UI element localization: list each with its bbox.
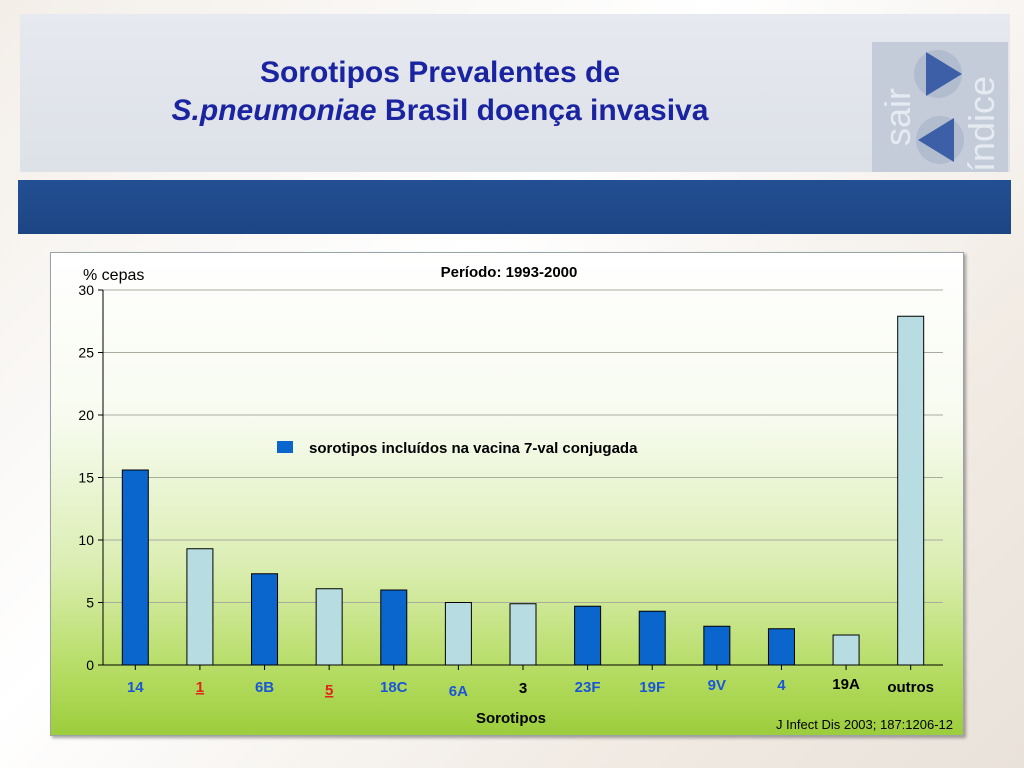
y-tick-label: 5 (86, 595, 94, 611)
chart-panel: Período: 1993-2000 % cepas Sorotipos J I… (50, 252, 964, 736)
bar-18C (380, 589, 408, 666)
bar-5 (315, 588, 343, 666)
bar-6B (251, 573, 279, 666)
x-tick-label-19A: 19A (832, 676, 860, 693)
x-tick-label-9V: 9V (708, 677, 726, 694)
x-tick-label-14: 14 (127, 679, 144, 696)
x-tick-label-3: 3 (519, 680, 527, 697)
play-right-icon[interactable] (910, 44, 970, 104)
x-tick-label-18C: 18C (380, 679, 408, 696)
y-tick-label: 0 (86, 657, 94, 673)
x-tick-label-outros: outros (887, 679, 934, 696)
bar-3 (509, 603, 537, 666)
y-tick-labels: 0 5 10 15 20 25 30 (78, 282, 94, 673)
x-tick-label-4: 4 (777, 677, 786, 694)
y-axis-title: % cepas (83, 267, 144, 284)
chart-title: Período: 1993-2000 (441, 264, 578, 281)
bar-9V (703, 625, 731, 666)
x-tick-label-23F: 23F (575, 679, 601, 696)
slide-title-line2: S.pneumoniae Brasil doença invasiva (60, 92, 820, 130)
bar-6A (444, 602, 472, 666)
nav-panel: sair índice (872, 42, 1008, 172)
bar-14 (121, 469, 149, 666)
bar-4 (767, 628, 795, 666)
species-name: S.pneumoniae (171, 94, 377, 127)
play-left-icon[interactable] (910, 110, 970, 170)
x-tick-label-19F: 19F (639, 679, 665, 696)
bar-19F (638, 610, 666, 666)
bar-23F (574, 605, 602, 666)
x-tick-labels: 14 1 6B 5 18C 6A 3 23F 19F 9V 4 19A outros (127, 676, 934, 700)
legend-label: sorotipos incluídos na vacina 7-val conj… (309, 440, 638, 457)
source-citation: J Infect Dis 2003; 187:1206-12 (776, 717, 953, 732)
bar-chart: Período: 1993-2000 % cepas Sorotipos J I… (78, 264, 953, 732)
y-tick-label: 25 (78, 345, 94, 361)
header-panel: sair índice (20, 14, 1010, 172)
x-tick-label-6B: 6B (255, 679, 274, 696)
bar-series (121, 315, 925, 666)
slide-title: Sorotipos Prevalentes de S.pneumoniae Br… (60, 54, 820, 130)
gridlines (103, 289, 943, 603)
legend-swatch (277, 441, 293, 453)
slide-title-line1: Sorotipos Prevalentes de (259, 56, 621, 89)
header-band (18, 180, 1011, 234)
bar-19A (832, 634, 860, 666)
y-tick-label: 15 (78, 470, 94, 486)
axes (98, 289, 943, 670)
x-tick-label-5: 5 (325, 682, 333, 699)
y-tick-label: 20 (78, 407, 94, 423)
y-tick-label: 10 (78, 532, 94, 548)
x-axis-title: Sorotipos (476, 710, 546, 727)
x-tick-label-6A: 6A (449, 683, 468, 700)
bar-outros (897, 315, 925, 666)
x-tick-label-1: 1 (196, 679, 204, 696)
slide-title-line2-rest: Brasil doença invasiva (376, 94, 709, 127)
y-tick-label: 30 (78, 282, 94, 298)
bar-1 (186, 548, 214, 666)
